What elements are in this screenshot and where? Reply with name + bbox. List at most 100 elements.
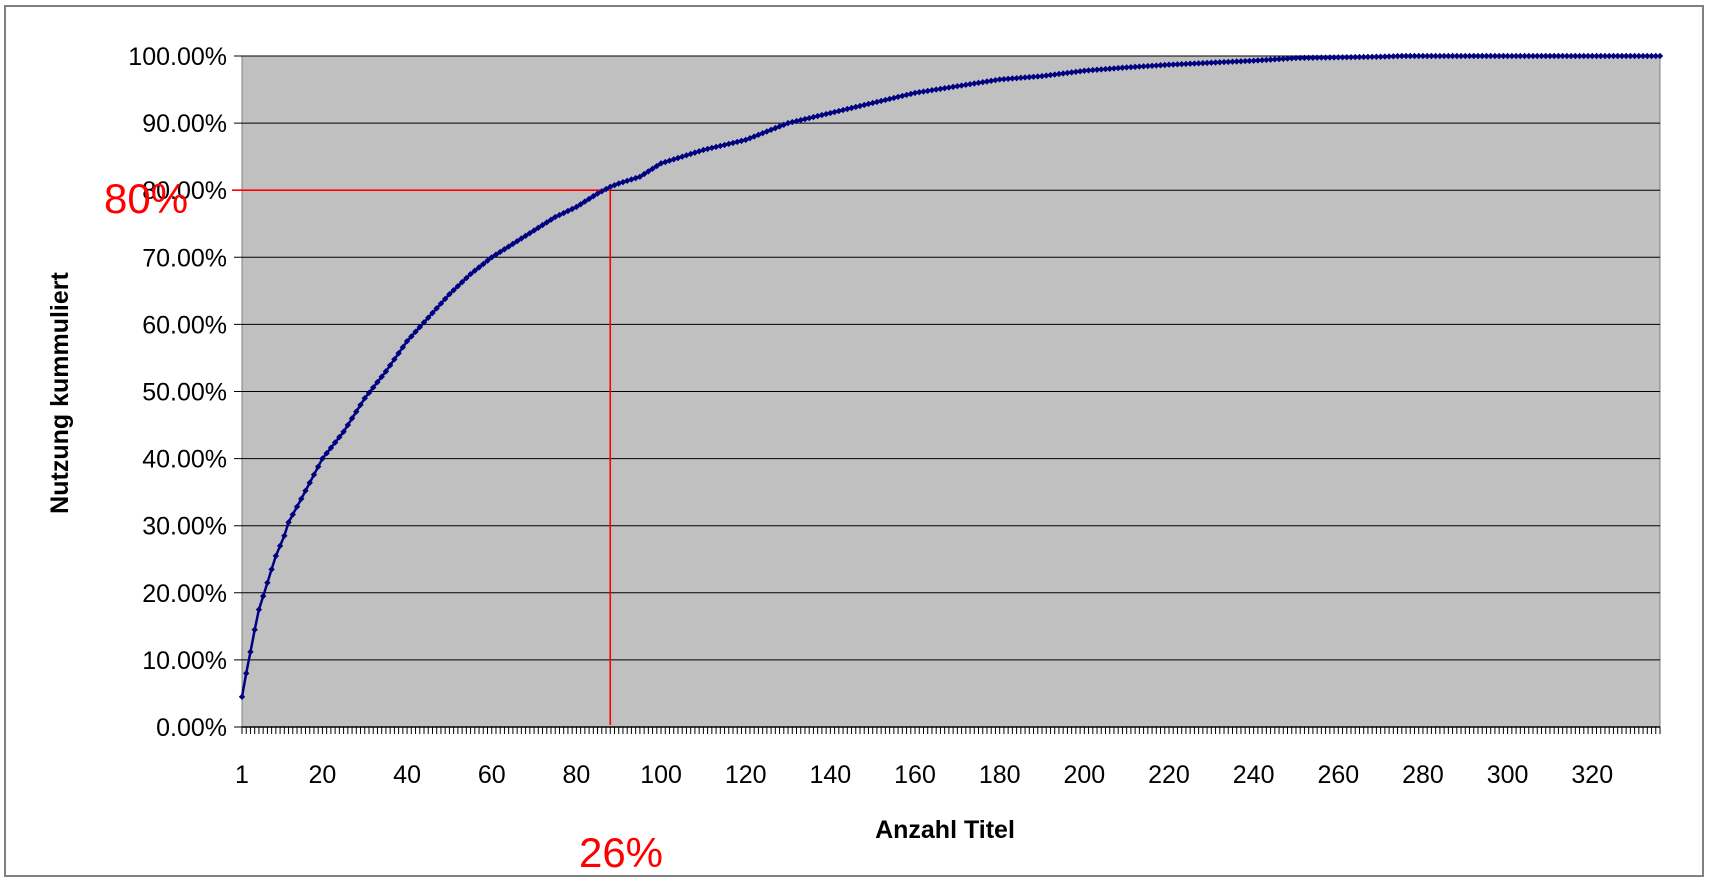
- data-point: [1102, 65, 1109, 73]
- data-point: [1483, 52, 1490, 60]
- data-point: [1161, 61, 1168, 69]
- data-point: [1170, 61, 1177, 68]
- x-tick-label: 40: [393, 761, 421, 789]
- data-point: [1508, 52, 1516, 60]
- data-point: [1491, 52, 1499, 60]
- data-point: [657, 160, 665, 167]
- data-point: [1390, 53, 1397, 60]
- x-tick-label: 100: [640, 761, 682, 789]
- data-point: [480, 260, 487, 268]
- data-point: [1114, 64, 1122, 72]
- data-point: [1517, 52, 1524, 60]
- data-point: [1449, 52, 1456, 60]
- data-point: [471, 267, 479, 274]
- data-point: [814, 112, 821, 120]
- y-tick-label: 70.00%: [142, 244, 227, 272]
- data-point: [298, 495, 305, 503]
- series-markers: [238, 52, 1664, 701]
- data-point: [382, 368, 390, 375]
- data-point: [852, 103, 859, 111]
- data-point: [979, 78, 986, 86]
- data-point: [844, 105, 851, 113]
- data-point: [598, 188, 605, 195]
- data-point: [797, 116, 804, 124]
- data-point: [1614, 52, 1621, 60]
- data-point: [966, 80, 974, 88]
- data-point: [1250, 57, 1257, 64]
- data-point: [1525, 52, 1532, 60]
- data-point: [649, 165, 656, 172]
- data-point: [1127, 63, 1135, 71]
- data-point: [924, 87, 931, 95]
- data-point: [1381, 53, 1389, 60]
- data-point: [687, 150, 694, 158]
- data-point: [353, 408, 360, 415]
- data-point: [640, 170, 648, 178]
- data-point: [890, 94, 898, 102]
- data-point: [340, 428, 347, 435]
- data-point: [1055, 70, 1063, 78]
- data-point: [1047, 71, 1054, 79]
- data-point: [1373, 53, 1380, 60]
- data-point: [1618, 52, 1626, 60]
- data-point: [501, 246, 508, 253]
- data-point: [1538, 52, 1545, 60]
- data-point: [1606, 52, 1613, 60]
- data-point: [653, 162, 661, 170]
- data-point: [679, 153, 686, 160]
- x-tick-label: 280: [1402, 761, 1444, 789]
- data-point: [1428, 52, 1435, 60]
- data-point: [1360, 53, 1367, 61]
- data-point: [1199, 59, 1207, 67]
- data-point: [1148, 62, 1156, 69]
- data-point: [602, 185, 610, 193]
- gridlines: [234, 55, 1660, 728]
- y-marker-label: 80%: [104, 175, 188, 222]
- data-point: [1644, 52, 1651, 60]
- data-point: [1322, 54, 1329, 61]
- data-point: [585, 195, 593, 203]
- data-point: [1081, 67, 1088, 74]
- data-point: [1567, 52, 1575, 60]
- data-point: [293, 503, 301, 510]
- data-point: [712, 143, 720, 151]
- data-point: [674, 154, 682, 162]
- data-point: [289, 511, 296, 518]
- x-tick-label: 120: [725, 761, 767, 789]
- data-point: [535, 224, 542, 231]
- data-point: [1597, 52, 1604, 60]
- data-point: [937, 85, 944, 93]
- data-point: [776, 123, 783, 130]
- data-point: [1076, 68, 1084, 75]
- data-point: [1263, 56, 1270, 64]
- data-point: [1423, 52, 1431, 60]
- data-point: [725, 140, 732, 148]
- data-point: [276, 542, 284, 550]
- data-point: [1347, 53, 1355, 61]
- data-point: [945, 84, 953, 91]
- data-point: [882, 96, 889, 104]
- data-point: [835, 107, 843, 115]
- data-point: [1229, 58, 1236, 65]
- data-point: [755, 131, 762, 139]
- data-point: [632, 174, 639, 182]
- data-point: [1038, 72, 1046, 80]
- data-point: [302, 487, 309, 495]
- data-point: [272, 552, 280, 560]
- data-point: [971, 80, 978, 87]
- data-point: [1140, 63, 1147, 70]
- data-point: [1313, 54, 1321, 61]
- data-point: [1407, 52, 1414, 60]
- data-point: [1534, 52, 1541, 60]
- data-point: [1280, 55, 1287, 63]
- data-point: [1610, 52, 1617, 60]
- x-tick-label: 160: [894, 761, 936, 789]
- data-point: [1085, 67, 1092, 74]
- data-point: [1043, 72, 1050, 79]
- data-point: [594, 190, 601, 197]
- data-point: [581, 198, 589, 205]
- data-point: [801, 115, 809, 123]
- data-point: [1559, 52, 1566, 60]
- data-point: [1216, 59, 1223, 66]
